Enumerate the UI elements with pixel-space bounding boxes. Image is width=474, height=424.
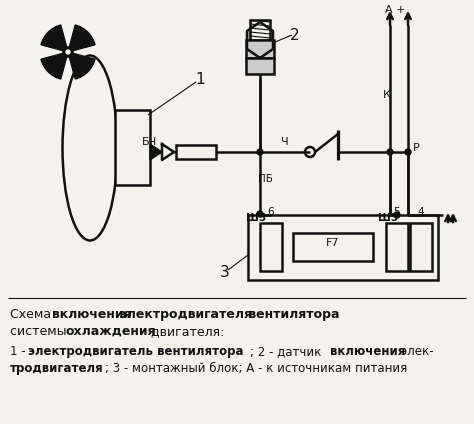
Bar	[246, 40, 274, 58]
Text: 1: 1	[195, 72, 205, 87]
Text: БЧ: БЧ	[142, 137, 158, 147]
Text: включения: включения	[330, 345, 405, 358]
Bar	[293, 233, 373, 261]
Text: F7: F7	[326, 238, 340, 248]
Polygon shape	[41, 25, 68, 52]
Text: 4: 4	[418, 207, 424, 217]
Text: Ч: Ч	[281, 137, 289, 147]
Circle shape	[63, 47, 73, 57]
Bar	[246, 58, 274, 74]
Text: Ш5: Ш5	[246, 213, 266, 223]
Text: электродвигатель вентилятора: электродвигатель вентилятора	[28, 345, 244, 358]
Circle shape	[387, 149, 393, 155]
Bar	[176, 145, 216, 159]
Polygon shape	[68, 25, 95, 52]
Circle shape	[257, 149, 263, 155]
Text: Р: Р	[413, 143, 420, 153]
Text: охлаждения: охлаждения	[66, 325, 156, 338]
Bar	[410, 223, 432, 271]
Polygon shape	[68, 52, 95, 79]
Text: Ш3: Ш3	[378, 213, 398, 223]
Circle shape	[405, 149, 411, 155]
Polygon shape	[41, 52, 68, 79]
Bar	[250, 20, 270, 40]
Text: 2: 2	[290, 28, 300, 43]
Bar	[115, 110, 150, 185]
Text: ; 3 - монтажный блок; А - к источникам питания: ; 3 - монтажный блок; А - к источникам п…	[105, 362, 407, 375]
Text: Схема: Схема	[10, 308, 55, 321]
Ellipse shape	[63, 56, 118, 240]
Text: А +: А +	[385, 5, 405, 15]
Bar	[386, 223, 408, 271]
Text: 1 -: 1 -	[10, 345, 29, 358]
Polygon shape	[247, 22, 273, 58]
Text: элек-: элек-	[397, 345, 434, 358]
Text: 6: 6	[268, 207, 274, 217]
Polygon shape	[162, 144, 174, 160]
Text: 3: 3	[220, 265, 230, 280]
Text: ; 2 - датчик: ; 2 - датчик	[250, 345, 325, 358]
Circle shape	[66, 50, 70, 54]
Bar	[248, 215, 438, 280]
Text: вентилятора: вентилятора	[244, 308, 339, 321]
Text: ПБ: ПБ	[258, 174, 273, 184]
Circle shape	[257, 211, 263, 217]
Polygon shape	[150, 144, 162, 160]
Text: системы: системы	[10, 325, 71, 338]
Circle shape	[394, 212, 400, 218]
Bar	[260, 223, 282, 271]
Text: электродвигателя: электродвигателя	[115, 308, 252, 321]
Text: К: К	[383, 90, 391, 100]
Text: двигателя:: двигателя:	[147, 325, 224, 338]
Text: тродвигателя: тродвигателя	[10, 362, 104, 375]
Text: включения: включения	[52, 308, 131, 321]
Text: 5: 5	[394, 207, 401, 217]
